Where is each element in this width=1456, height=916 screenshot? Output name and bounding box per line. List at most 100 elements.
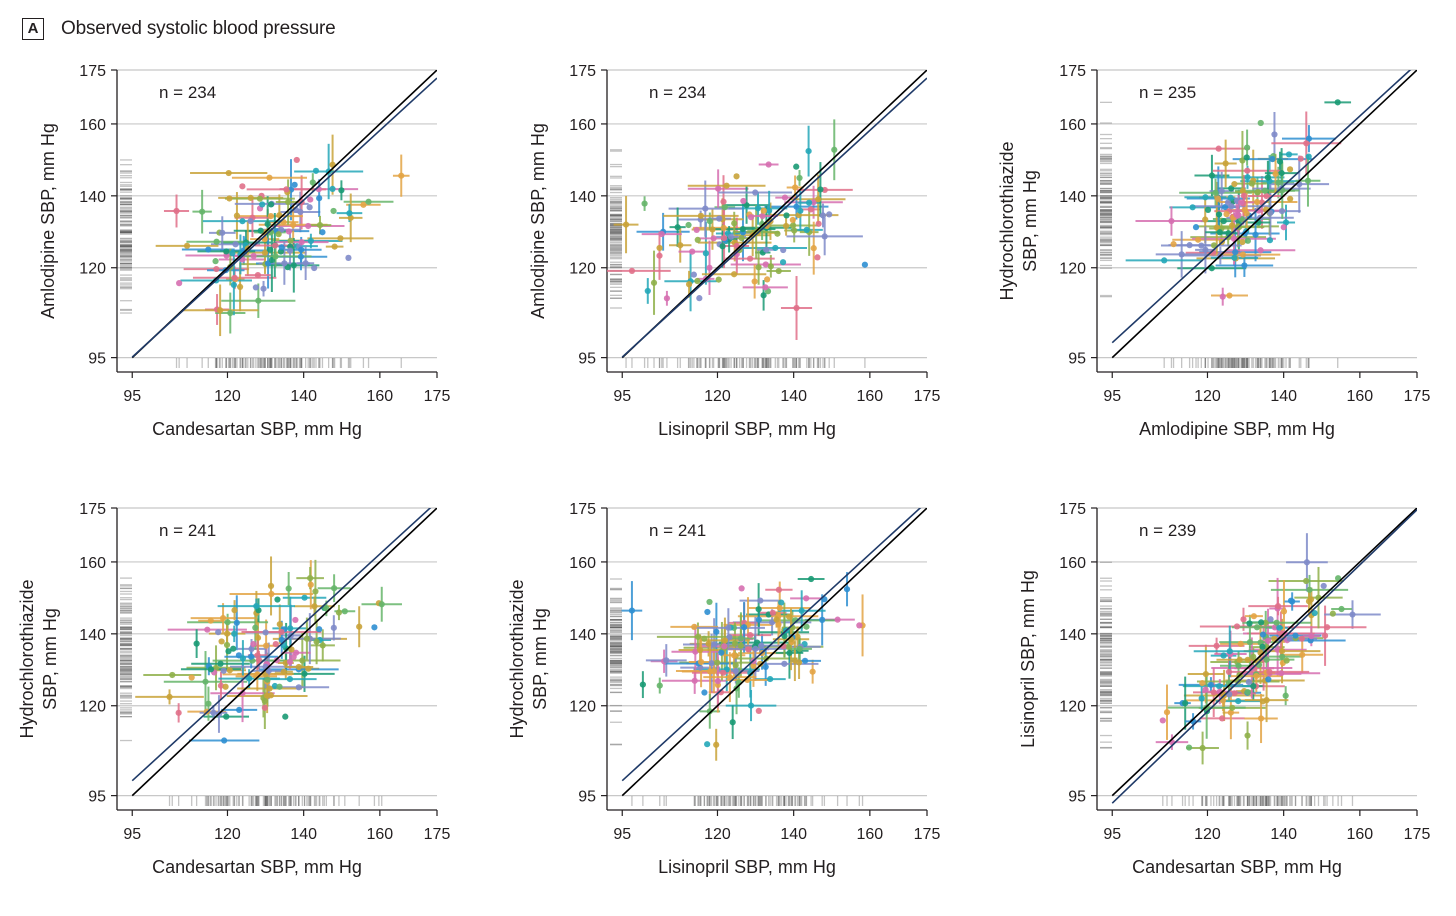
data-point — [1231, 690, 1238, 697]
n-label: n = 241 — [159, 521, 216, 540]
x-tick-label: 120 — [214, 388, 241, 405]
data-point — [1213, 642, 1220, 649]
plot-area — [1100, 70, 1417, 368]
data-point — [1250, 653, 1257, 660]
data-point — [217, 307, 224, 314]
data-point — [819, 212, 827, 219]
x-tick-label: 140 — [290, 388, 317, 405]
data-point — [1210, 242, 1218, 249]
data-point — [341, 608, 348, 615]
data-point — [1323, 624, 1331, 631]
data-point — [1244, 732, 1251, 739]
data-point — [752, 645, 759, 652]
y-tick-label: 175 — [569, 63, 596, 80]
data-point — [1266, 237, 1274, 244]
data-point — [1334, 99, 1341, 106]
data-point — [1220, 652, 1227, 659]
data-point — [1227, 194, 1234, 201]
data-point — [262, 629, 269, 636]
chart-amlodipine-vs-hctz: 95 95 120 120 140 140 160 160 175 175 Amlodipine S… — [980, 52, 1440, 462]
plot-area — [120, 70, 437, 368]
data-point — [797, 207, 804, 214]
data-point — [792, 617, 799, 624]
data-point — [1233, 211, 1240, 218]
data-point — [1244, 144, 1251, 151]
data-point — [1246, 639, 1253, 646]
data-point — [1257, 119, 1264, 127]
data-point — [759, 212, 766, 220]
data-point — [769, 609, 776, 616]
data-point — [221, 737, 228, 744]
data-point — [1204, 206, 1212, 213]
data-point — [752, 189, 759, 196]
data-point — [767, 263, 774, 270]
data-point — [1198, 242, 1205, 249]
data-point — [731, 271, 738, 278]
data-point — [1182, 700, 1189, 707]
data-point — [697, 212, 705, 219]
data-point — [706, 708, 713, 715]
data-point — [701, 689, 708, 696]
data-point — [689, 248, 696, 255]
data-point — [260, 285, 267, 292]
x-tick-label: 95 — [613, 826, 631, 843]
data-point — [776, 604, 783, 612]
data-point — [720, 669, 727, 676]
fit-line — [621, 77, 927, 358]
data-point — [1279, 653, 1286, 660]
x-tick-label: 140 — [780, 826, 807, 843]
identity-line — [131, 508, 437, 797]
chart-svg-4: 95 95 120 120 140 140 160 160 175 175 Lisinopril S… — [507, 501, 940, 877]
data-point — [809, 668, 816, 675]
x-tick-label: 175 — [1404, 388, 1431, 405]
data-point — [794, 633, 801, 640]
data-point — [1215, 211, 1223, 218]
data-point — [690, 271, 697, 278]
n-label: n = 234 — [649, 83, 706, 102]
y-tick-label: 160 — [569, 555, 596, 572]
data-point — [715, 185, 722, 192]
data-point — [1289, 598, 1296, 605]
data-point — [219, 615, 227, 622]
data-point — [280, 668, 287, 675]
x-axis-label: Candesartan SBP, mm Hg — [1132, 857, 1342, 877]
data-point — [239, 218, 246, 225]
plot-area — [607, 70, 927, 368]
data-point — [286, 658, 294, 665]
data-point — [1253, 624, 1261, 631]
data-point — [1282, 692, 1289, 699]
data-point — [231, 274, 238, 281]
data-point — [275, 231, 282, 238]
data-point — [764, 276, 771, 283]
plot-area — [610, 508, 927, 806]
data-point — [739, 226, 746, 233]
data-point — [704, 741, 711, 748]
data-point — [1250, 683, 1257, 690]
data-point — [785, 643, 792, 650]
data-point — [287, 625, 294, 632]
data-point — [796, 645, 803, 652]
data-point — [725, 624, 732, 631]
data-point — [1231, 254, 1238, 261]
data-point — [1307, 596, 1315, 603]
data-point — [233, 212, 241, 219]
data-point — [1278, 170, 1285, 177]
data-point — [798, 607, 805, 614]
data-point — [656, 682, 663, 689]
data-point — [697, 658, 705, 666]
data-point — [747, 632, 754, 639]
data-point — [1274, 602, 1282, 610]
data-point — [1303, 140, 1310, 147]
data-point — [285, 585, 292, 592]
data-point — [1244, 167, 1251, 174]
data-point — [1308, 633, 1315, 640]
data-point — [783, 212, 790, 219]
data-point — [1263, 656, 1270, 663]
data-point — [745, 646, 752, 653]
data-point — [1239, 251, 1247, 258]
data-point — [1282, 219, 1290, 226]
data-point — [176, 280, 183, 287]
y-tick-label: 175 — [1059, 63, 1086, 80]
y-axis-label: SBP, mm Hg — [530, 608, 550, 710]
data-point — [1233, 623, 1241, 630]
